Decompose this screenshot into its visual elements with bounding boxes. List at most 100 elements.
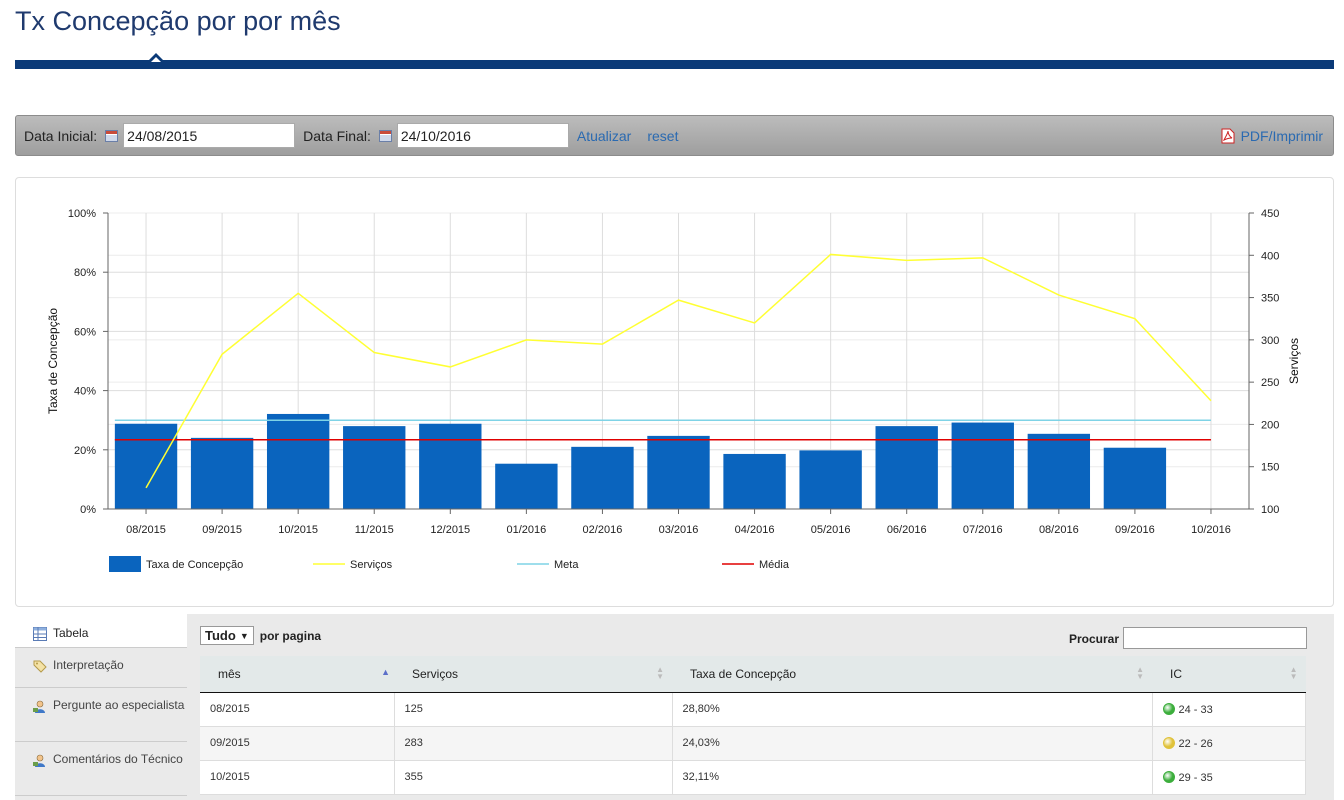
- x-tick-label: 08/2016: [1039, 524, 1079, 536]
- column-header-mes[interactable]: mês ▲: [200, 656, 394, 693]
- column-header-label: IC: [1170, 666, 1182, 681]
- x-tick-label: 09/2015: [202, 524, 242, 536]
- series-line-servicos: [145, 253, 1212, 489]
- tab-interpretacao[interactable]: Interpretação: [15, 648, 187, 688]
- bar-taxa-concepcao: [1027, 433, 1091, 509]
- tag-icon: [33, 660, 47, 673]
- search-input[interactable]: [1123, 627, 1307, 649]
- cell-month: 10/2015: [200, 760, 395, 795]
- ic-range: 29 - 35: [1178, 771, 1213, 784]
- cell-ic: 29 - 35: [1152, 760, 1306, 795]
- x-tick-label: 12/2015: [430, 524, 470, 536]
- x-tick-label: 04/2016: [735, 524, 775, 536]
- y-tick-label: 20%: [74, 445, 96, 457]
- bar-taxa-concepcao: [647, 435, 710, 509]
- chart: 0% 20% 40% 60% 80% 100% 100 150 200 250 300 350 400 4…: [46, 208, 1301, 572]
- status-dot-icon: [1162, 702, 1175, 715]
- x-tick-label: 05/2016: [811, 524, 851, 536]
- column-header-servicos[interactable]: Serviços ▲ ▼: [394, 656, 672, 693]
- data-table: mês ▲ Serviços ▲ ▼ Taxa de Concepção ▲ ▼ I…: [200, 656, 1306, 795]
- sort-asc-icon: ▲: [381, 667, 390, 677]
- y2-tick-label: 200: [1261, 419, 1279, 431]
- table-icon: [33, 627, 47, 641]
- page-size-control: Tudo ▼ por pagina: [200, 626, 321, 645]
- tab-comentarios-tecnico[interactable]: Comentários do Técnico: [15, 742, 187, 796]
- side-tabs: Tabela Interpretação Pergunte ao especia…: [15, 614, 187, 800]
- bar-taxa-concepcao: [419, 423, 482, 509]
- y-tick-label: 0%: [80, 504, 96, 516]
- table-row: 10/2015 355 32,11% 29 - 35: [200, 760, 1306, 795]
- start-date-input[interactable]: [123, 123, 296, 148]
- x-tick-label: 03/2016: [659, 524, 699, 536]
- tab-label: Tabela: [53, 626, 89, 640]
- y2-tick-label: 150: [1261, 462, 1279, 474]
- cell-rate: 28,80%: [672, 692, 1153, 727]
- x-tick-label: 01/2016: [506, 524, 546, 536]
- y2-tick-label: 100: [1261, 504, 1279, 516]
- table-row: 08/2015 125 28,80% 24 - 33: [200, 692, 1306, 727]
- bar-taxa-concepcao: [495, 463, 558, 509]
- page-size-value: Tudo: [205, 628, 236, 643]
- column-header-ic[interactable]: IC ▲ ▼: [1152, 656, 1306, 693]
- y2-tick-label: 300: [1261, 335, 1279, 347]
- bar-taxa-concepcao: [266, 413, 330, 509]
- y2-tick-label: 400: [1261, 250, 1279, 262]
- cell-services: 283: [394, 726, 673, 761]
- pdf-icon: [1221, 128, 1235, 143]
- calendar-icon[interactable]: [105, 129, 119, 142]
- column-header-taxa[interactable]: Taxa de Concepção ▲ ▼: [672, 656, 1152, 693]
- legend-entry: Meta: [554, 559, 579, 571]
- reset-link[interactable]: reset: [647, 127, 679, 144]
- table-panel: Tudo ▼ por pagina Procurar mês ▲ Serviço…: [187, 614, 1334, 800]
- bar-taxa-concepcao: [571, 446, 634, 509]
- cell-month: 09/2015: [200, 726, 395, 761]
- table-row: 09/2015 283 24,03% 22 - 26: [200, 726, 1306, 761]
- y-tick-label: 60%: [74, 326, 96, 338]
- bar-taxa-concepcao: [1103, 447, 1167, 509]
- legend-entry: Serviços: [350, 559, 393, 571]
- update-link[interactable]: Atualizar: [576, 127, 632, 144]
- sort-icon: ▲ ▼: [1136, 665, 1144, 681]
- x-tick-label: 08/2015: [126, 524, 166, 536]
- tab-tabela[interactable]: Tabela: [15, 614, 187, 648]
- bar-taxa-concepcao: [114, 423, 178, 509]
- cell-ic: 22 - 26: [1152, 726, 1306, 761]
- cell-rate: 24,03%: [672, 726, 1153, 761]
- calendar-icon[interactable]: [378, 129, 392, 142]
- title-notch-inner: [151, 57, 161, 62]
- x-tick-label: 10/2015: [278, 524, 318, 536]
- x-tick-label: 09/2016: [1115, 524, 1155, 536]
- end-date-input[interactable]: [396, 123, 569, 148]
- x-tick-label: 10/2016: [1191, 524, 1231, 536]
- status-dot-icon: [1162, 770, 1175, 783]
- start-date-label: Data Inicial:: [24, 127, 98, 144]
- user-question-icon: [33, 700, 45, 713]
- bar-taxa-concepcao: [799, 450, 862, 509]
- page-size-label: por pagina: [259, 628, 322, 643]
- chart-panel: 0% 20% 40% 60% 80% 100% 100 150 200 250 300 350 400 4…: [15, 177, 1334, 607]
- sort-icon: ▲ ▼: [1289, 665, 1298, 681]
- pdf-print-label: PDF/Imprimir: [1240, 127, 1323, 144]
- y-tick-label: 40%: [74, 386, 96, 398]
- tab-label: Comentários do Técnico: [53, 752, 183, 766]
- page-size-select[interactable]: Tudo ▼: [200, 626, 254, 645]
- y2-tick-label: 450: [1261, 208, 1279, 220]
- x-tick-label: 02/2016: [583, 524, 623, 536]
- cell-ic: 24 - 33: [1152, 692, 1306, 727]
- chevron-down-icon: ▼: [239, 630, 249, 641]
- y2-tick-label: 250: [1261, 377, 1279, 389]
- tab-pergunte-especialista[interactable]: Pergunte ao especialista: [15, 688, 187, 742]
- ic-range: 22 - 26: [1178, 737, 1213, 750]
- column-header-label: mês: [218, 666, 241, 681]
- cell-services: 355: [394, 760, 673, 795]
- pdf-print-link[interactable]: PDF/Imprimir: [1221, 128, 1323, 144]
- column-header-label: Taxa de Concepção: [690, 666, 797, 681]
- legend-entry: Média: [759, 559, 790, 571]
- cell-rate: 32,11%: [672, 760, 1153, 795]
- end-date-label: Data Final:: [303, 127, 371, 144]
- y-axis-title: Taxa de Concepção: [46, 308, 60, 414]
- tab-label: Interpretação: [53, 658, 124, 672]
- x-tick-label: 06/2016: [887, 524, 927, 536]
- bar-taxa-concepcao: [190, 437, 254, 509]
- y-tick-label: 80%: [74, 267, 96, 279]
